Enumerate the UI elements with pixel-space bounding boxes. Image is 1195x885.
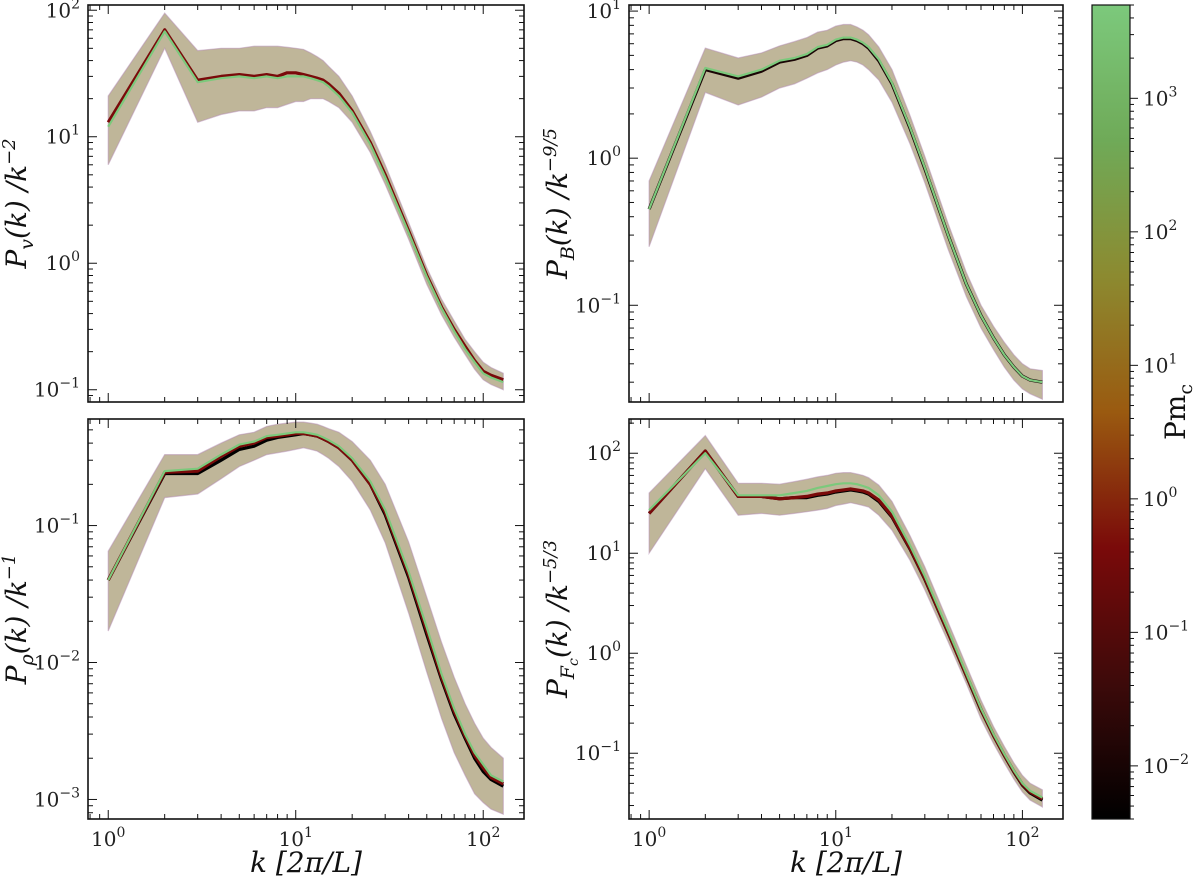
series-line-low-pm <box>106 28 504 382</box>
panel-frame <box>87 4 525 403</box>
x-axis-labels: k [2π/L] k [2π/L] <box>250 846 902 879</box>
x-tick-label: 102 <box>466 825 500 851</box>
panel-velocity: 10−1 100 101 102 Pv(k) /k−2 <box>0 0 525 403</box>
spread-band <box>648 23 1043 401</box>
y-tick-label: 102 <box>46 0 80 22</box>
colorbar-tick-label: 10−1 <box>1143 618 1189 644</box>
spread-band <box>648 434 1043 809</box>
y-tick-label: 10−3 <box>34 785 80 811</box>
colorbar: 10−2 10−1 100 101 102 103 Pmc <box>1091 4 1195 820</box>
spread-band <box>107 421 504 816</box>
colorbar-tick-label: 101 <box>1143 351 1177 377</box>
y-tick-label: 101 <box>587 539 621 565</box>
y-tick-label: 102 <box>587 439 621 465</box>
x-axis-label: k [2π/L] <box>790 846 902 879</box>
spread-band <box>107 12 504 391</box>
y-tick-label: 10−1 <box>575 291 621 317</box>
x-tick-label: 101 <box>819 825 853 851</box>
panel-frame <box>628 4 1064 403</box>
y-axis-label: Pv(k) /k−2 <box>0 138 38 269</box>
colorbar-tick-label: 102 <box>1143 218 1177 244</box>
x-tick-label: 101 <box>279 825 313 851</box>
x-tick-label: 102 <box>1005 825 1039 851</box>
panel-magnetic: 10−1 100 101 PB(k) /k−9/5 <box>540 0 1064 403</box>
y-tick-label: 100 <box>587 639 621 665</box>
y-tick-label: 10−1 <box>34 512 80 538</box>
panel-frame <box>628 418 1064 820</box>
colorbar-label: Pmc <box>1159 384 1195 440</box>
series-line-high-pm <box>107 30 504 384</box>
y-axis-label: Pρ(k) /k−1 <box>0 554 38 686</box>
y-tick-label: 100 <box>587 144 621 170</box>
panel-density: 10−3 10−2 10−1 100 101 102 Pρ(k) /k−1 <box>0 418 525 851</box>
y-tick-label: 100 <box>46 249 80 275</box>
y-tick-label: 101 <box>46 123 80 149</box>
y-tick-label: 10−2 <box>34 649 80 675</box>
x-axis-label: k [2π/L] <box>250 846 362 879</box>
x-tick-label: 100 <box>91 825 125 851</box>
y-tick-label: 101 <box>587 0 621 23</box>
panels-layer: 10−1 100 101 102 Pv(k) /k−2 10−1 100 101 PB(k) /… <box>0 0 1064 851</box>
colorbar-tick-label: 100 <box>1143 485 1177 511</box>
colorbar-tick-label: 10−2 <box>1143 752 1189 778</box>
colorbar-tick-label: 103 <box>1143 84 1177 110</box>
colorbar-gradient <box>1091 4 1131 820</box>
series-line-high-pm <box>648 36 1043 384</box>
y-axis-label: PB(k) /k−9/5 <box>540 128 579 280</box>
y-axis-label: PFc(k) /k−5/3 <box>540 540 582 699</box>
x-tick-label: 100 <box>632 825 666 851</box>
series-line-high-pm <box>648 452 1043 799</box>
panel-frame <box>87 418 525 820</box>
y-tick-label: 10−1 <box>575 739 621 765</box>
series-line-high-pm <box>107 431 504 783</box>
y-tick-label: 10−1 <box>34 376 80 402</box>
panel-flux: 10−1 100 101 102 100 101 102 PFc(k) /k−5/3 <box>540 418 1064 851</box>
